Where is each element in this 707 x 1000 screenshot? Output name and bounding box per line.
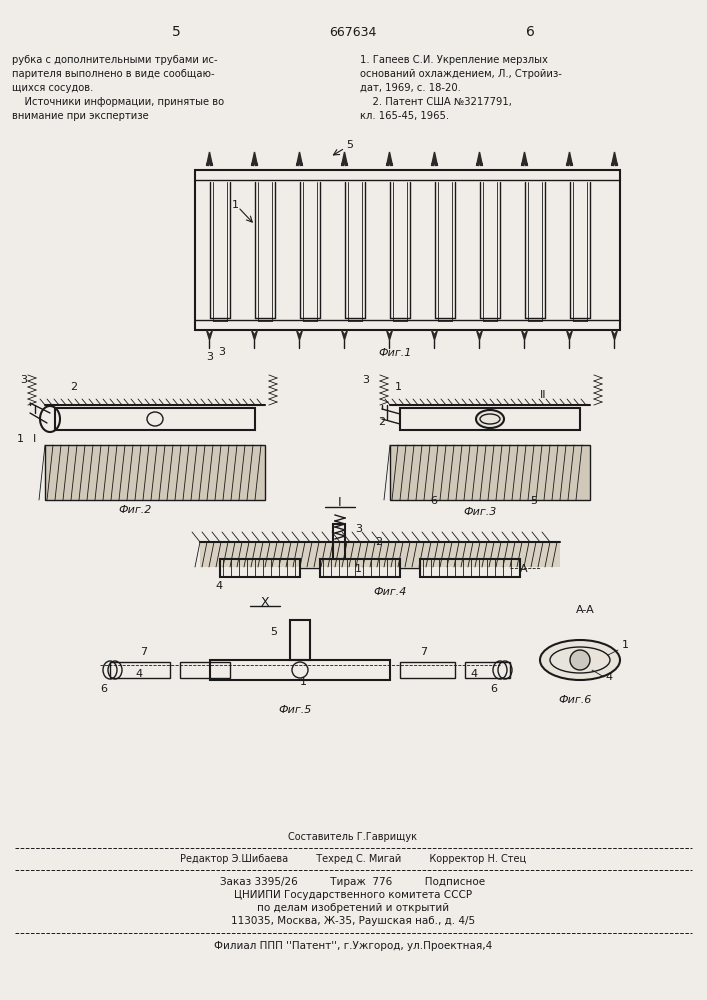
Ellipse shape (476, 410, 504, 428)
Text: рубка с дополнительными трубами ис-
парителя выполнено в виде сообщаю-
щихся сос: рубка с дополнительными трубами ис- пари… (12, 55, 224, 121)
Polygon shape (252, 152, 257, 166)
Polygon shape (566, 152, 573, 166)
Polygon shape (341, 152, 348, 166)
Text: I: I (338, 495, 341, 508)
Bar (333, 524, 345, 559)
Polygon shape (431, 330, 438, 340)
Bar (420, 559, 520, 577)
Text: 4: 4 (605, 672, 612, 682)
Text: Фиг.6: Фиг.6 (559, 695, 592, 705)
Text: 2: 2 (70, 382, 77, 392)
Text: 5: 5 (346, 140, 354, 150)
Bar (55, 408, 255, 430)
Bar (200, 542, 560, 567)
Text: 7: 7 (420, 647, 427, 657)
Text: 4: 4 (470, 669, 477, 679)
Text: 6: 6 (490, 684, 497, 694)
Polygon shape (612, 152, 617, 166)
Text: 3: 3 (362, 375, 369, 385)
Text: 6: 6 (100, 684, 107, 694)
Text: 3: 3 (206, 352, 214, 362)
Text: II: II (540, 390, 547, 400)
Text: 1: 1 (355, 564, 362, 574)
Polygon shape (477, 152, 482, 166)
Polygon shape (522, 152, 527, 166)
Text: 2: 2 (378, 417, 385, 427)
Bar (45, 445, 265, 500)
Text: Филиал ППП ''Патент'', г.Ужгород, ул.Проектная,4: Филиал ППП ''Патент'', г.Ужгород, ул.Про… (214, 941, 492, 951)
Text: 667634: 667634 (329, 25, 377, 38)
Text: 2: 2 (375, 537, 382, 547)
Text: 4: 4 (215, 581, 222, 591)
Bar (400, 408, 580, 430)
Polygon shape (612, 330, 617, 340)
Polygon shape (296, 330, 303, 340)
Text: Фиг.4: Фиг.4 (373, 587, 407, 597)
Text: Заказ 3395/26          Тираж  776          Подписное: Заказ 3395/26 Тираж 776 Подписное (221, 877, 486, 887)
Text: 1: 1 (17, 434, 24, 444)
Bar (320, 559, 400, 577)
Bar (195, 170, 620, 330)
Text: 5: 5 (270, 627, 277, 637)
Polygon shape (341, 330, 348, 340)
Text: A: A (520, 564, 527, 574)
Text: 7: 7 (140, 647, 147, 657)
Text: X: X (261, 595, 269, 608)
Text: 3: 3 (355, 524, 362, 534)
Text: Фиг.1: Фиг.1 (378, 348, 411, 358)
Text: 1: 1 (395, 382, 402, 392)
Text: A-A: A-A (575, 605, 595, 615)
Text: 6: 6 (525, 25, 534, 39)
Text: Фиг.5: Фиг.5 (279, 705, 312, 715)
Text: ЦНИИПИ Государственного комитета СССР: ЦНИИПИ Государственного комитета СССР (234, 890, 472, 900)
Bar (110, 662, 170, 678)
Text: 1: 1 (231, 200, 238, 210)
Text: 1: 1 (300, 677, 307, 687)
Text: 5: 5 (530, 496, 537, 506)
Text: Фиг.3: Фиг.3 (463, 507, 497, 517)
Text: 5: 5 (172, 25, 180, 39)
Text: I: I (33, 434, 36, 444)
Polygon shape (522, 330, 527, 340)
Bar (180, 662, 230, 678)
Polygon shape (431, 152, 438, 166)
Bar (390, 445, 590, 500)
Polygon shape (566, 330, 573, 340)
Bar (400, 662, 455, 678)
Polygon shape (206, 152, 213, 166)
Text: 1: 1 (622, 640, 629, 650)
Polygon shape (296, 152, 303, 166)
Bar (210, 660, 390, 680)
Bar (220, 559, 300, 577)
Bar (465, 662, 510, 678)
Polygon shape (387, 330, 392, 340)
Text: 6: 6 (430, 496, 437, 506)
Polygon shape (206, 330, 213, 340)
Ellipse shape (570, 650, 590, 670)
Text: по делам изобретений и открытий: по делам изобретений и открытий (257, 903, 449, 913)
Polygon shape (477, 330, 482, 340)
Text: Фиг.2: Фиг.2 (118, 505, 152, 515)
Text: 1. Гапеев С.И. Укрепление мерзлых
оснований охлаждением, Л., Стройиз-
дат, 1969,: 1. Гапеев С.И. Укрепление мерзлых основа… (360, 55, 562, 121)
Bar (290, 620, 310, 660)
Text: 113035, Москва, Ж-35, Раушская наб., д. 4/5: 113035, Москва, Ж-35, Раушская наб., д. … (231, 916, 475, 926)
Text: Редактор Э.Шибаева         Техред С. Мигай         Корректор Н. Стец: Редактор Э.Шибаева Техред С. Мигай Корре… (180, 854, 526, 864)
Polygon shape (387, 152, 392, 166)
Text: 3: 3 (20, 375, 27, 385)
Text: 4: 4 (135, 669, 142, 679)
Text: 3: 3 (218, 347, 226, 357)
Text: Составитель Г.Гаврищук: Составитель Г.Гаврищук (288, 832, 418, 842)
Polygon shape (252, 330, 257, 340)
Ellipse shape (540, 640, 620, 680)
